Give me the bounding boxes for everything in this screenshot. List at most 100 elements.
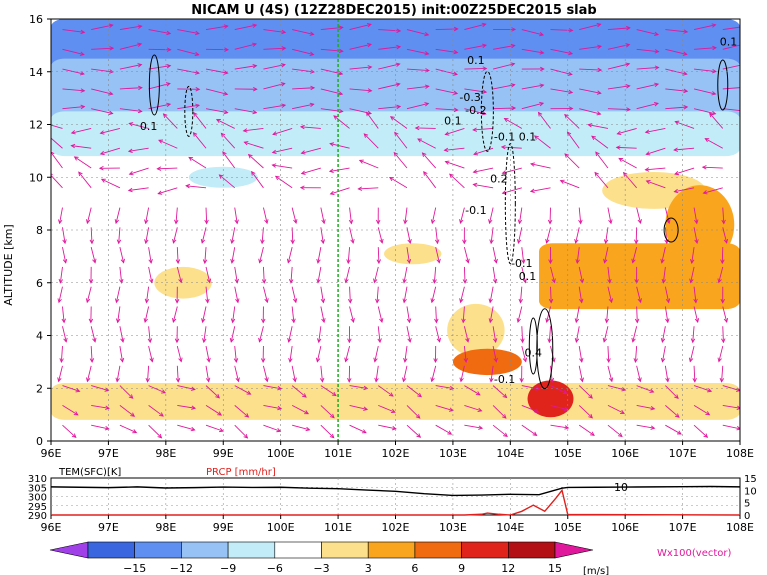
wind-vector-head: [116, 239, 122, 245]
wind-vector-head: [244, 413, 250, 418]
wind-vector-head: [660, 357, 666, 363]
wind-vector: [177, 104, 200, 110]
wind-vector: [288, 326, 293, 342]
wind-vector-head: [548, 259, 553, 265]
wind-vector: [492, 345, 497, 362]
wind-vector: [435, 88, 458, 94]
wind-vector: [234, 65, 257, 70]
wind-vector-head: [424, 31, 430, 37]
wind-vector-head: [260, 239, 265, 245]
surface-x-tick-label: 106E: [611, 521, 639, 534]
wind-vector: [234, 207, 238, 224]
wind-vector-head: [424, 102, 430, 107]
wind-vector: [263, 286, 268, 303]
wind-vector: [406, 326, 411, 343]
surface-x-tick-label: 98E: [155, 521, 176, 534]
wind-vector-head: [481, 22, 487, 28]
wind-vector: [244, 141, 264, 149]
wind-vector-head: [545, 318, 550, 323]
wind-vector-head: [465, 258, 470, 264]
wind-vector: [550, 48, 573, 55]
wind-vector-head: [500, 144, 506, 150]
wind-vector-head: [280, 63, 286, 68]
wind-vector-head: [120, 258, 125, 264]
wind-vector: [145, 207, 150, 224]
wind-vector-head: [166, 47, 172, 52]
wind-vector-head: [482, 43, 487, 48]
wind-vector: [91, 68, 114, 73]
wind-vector-head: [223, 91, 229, 96]
wind-vector: [550, 266, 555, 283]
wind-vector: [320, 207, 325, 224]
wind-vector: [205, 405, 222, 416]
wind-vector: [234, 346, 237, 363]
wind-vector: [575, 227, 580, 244]
wind-vector-head: [99, 150, 105, 156]
wind-vector: [262, 266, 265, 283]
wind-vector: [320, 108, 343, 112]
wind-vector-head: [309, 31, 315, 36]
colorbar-tick-label: −15: [123, 562, 146, 575]
wind-vector-head: [406, 318, 412, 324]
wind-vector-head: [206, 278, 212, 284]
wind-vector-head: [459, 219, 464, 225]
wind-vector-head: [707, 388, 713, 393]
wind-vector: [690, 266, 695, 283]
wind-vector-head: [63, 337, 68, 343]
wind-vector-head: [156, 166, 162, 171]
wind-vector: [148, 29, 171, 35]
wind-vector-head: [694, 239, 699, 245]
wind-vector: [564, 114, 580, 129]
wind-vector: [521, 404, 539, 413]
wind-vector-head: [654, 31, 660, 37]
wind-vector-head: [603, 239, 609, 245]
wind-vector-head: [606, 358, 611, 364]
wind-vector-head: [390, 408, 396, 414]
wind-vector-head: [520, 338, 525, 344]
wind-vector-head: [347, 338, 352, 344]
wind-vector-head: [472, 182, 478, 188]
colorbar-box: [367, 541, 416, 559]
wind-vector: [693, 286, 697, 303]
wind-vector-head: [281, 46, 287, 51]
wind-vector: [90, 247, 96, 263]
wind-vector-head: [575, 259, 580, 265]
wind-vector-head: [661, 278, 666, 284]
wind-vector-head: [407, 239, 412, 244]
surface-left-tick-label: 310: [28, 474, 47, 485]
wind-vector: [431, 286, 437, 303]
wind-vector-head: [673, 147, 679, 152]
wind-vector-head: [286, 258, 292, 264]
wind-vector-head: [587, 123, 593, 128]
wind-vector: [272, 128, 293, 135]
wind-vector: [521, 424, 537, 436]
wind-vector-head: [62, 258, 68, 264]
wind-vector-head: [551, 278, 556, 284]
wind-vector-head: [361, 429, 367, 434]
wind-vector-head: [717, 278, 722, 284]
wind-vector: [521, 84, 544, 90]
wind-vector-head: [501, 414, 507, 419]
y-tick-label: 2: [36, 382, 43, 395]
wind-vector: [538, 112, 551, 129]
wind-vector: [607, 27, 630, 30]
wind-vector: [202, 306, 207, 323]
wind-vector: [377, 227, 383, 243]
wind-vector: [435, 404, 454, 412]
wind-vector: [435, 424, 452, 435]
wind-vector: [231, 227, 236, 244]
wind-vector-head: [462, 239, 467, 245]
wind-vector-head: [105, 405, 110, 410]
wind-vector-head: [89, 358, 95, 364]
wind-vector: [489, 207, 494, 224]
wind-vector: [329, 167, 350, 172]
wind-vector: [722, 227, 728, 243]
wind-vector-head: [436, 337, 441, 343]
wind-vector-head: [190, 386, 196, 391]
wind-vector-head: [333, 115, 339, 120]
wind-vector-head: [166, 64, 172, 69]
wind-vector: [291, 404, 309, 415]
wind-vector: [390, 116, 408, 129]
wind-vector-head: [204, 219, 209, 225]
wind-vector-head: [545, 238, 550, 244]
